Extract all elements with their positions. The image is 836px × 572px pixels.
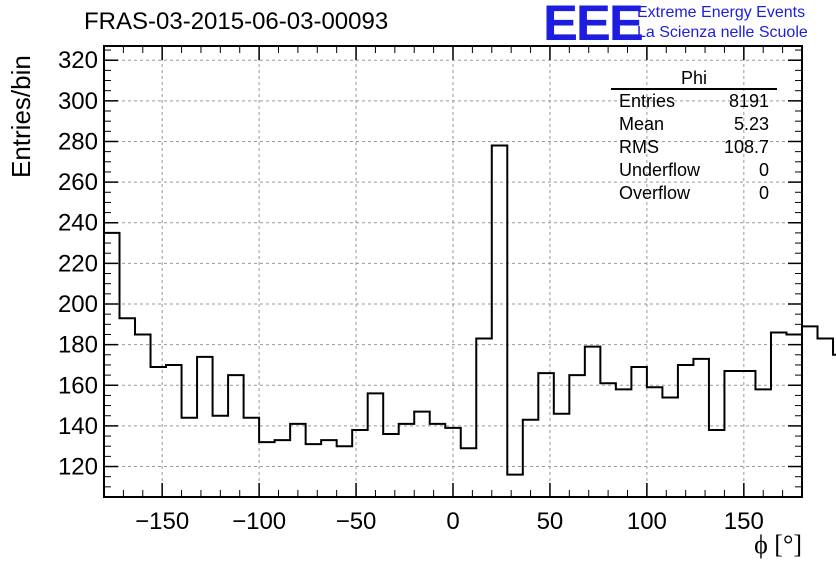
stats-label: Underflow (619, 160, 701, 180)
x-tick-label: 100 (627, 508, 667, 535)
y-tick-label: 240 (58, 210, 98, 237)
y-tick-label: 280 (58, 128, 98, 155)
histogram-line (104, 144, 836, 476)
y-tick-label: 120 (58, 454, 98, 481)
stats-row-entries: Entries 8191 (611, 90, 777, 113)
y-tick-label: 180 (58, 332, 98, 359)
stats-row-overflow: Overflow 0 (611, 182, 777, 205)
x-axis-label: ϕ [°] (754, 530, 802, 559)
plot-title: FRAS-03-2015-06-03-00093 (84, 8, 389, 35)
y-axis-label: Entries/bin (6, 55, 36, 178)
y-tick-label: 300 (58, 88, 98, 115)
x-tick-label: −150 (135, 508, 189, 535)
stats-value: 5.23 (733, 114, 769, 134)
stats-label: RMS (619, 137, 659, 157)
logo-caption-line1: Extreme Energy Events (637, 4, 806, 21)
stats-label: Mean (619, 114, 665, 134)
x-tick-label: −100 (232, 508, 286, 535)
stats-value: 0 (758, 183, 769, 203)
x-tick-label: 50 (537, 508, 564, 535)
y-tick-label: 160 (58, 372, 98, 399)
stats-value: 0 (758, 160, 769, 180)
logo-caption-line2: La Scienza nelle Scuole (637, 24, 808, 41)
x-tick-label: 150 (724, 508, 764, 535)
y-tick-label: 320 (58, 47, 98, 74)
stats-label: Entries (619, 91, 676, 111)
stats-box: Phi Entries 8191 Mean 5.23 RMS 108.7 Und… (611, 68, 777, 205)
stats-row-mean: Mean 5.23 (611, 113, 777, 136)
y-tick-label: 140 (58, 413, 98, 440)
y-tick-label: 220 (58, 250, 98, 277)
stats-title: Phi (611, 68, 777, 90)
axis-ticks (104, 46, 802, 497)
stats-value: 8191 (728, 91, 769, 111)
tick-labels: −150 −100 −50 0 50 100 150 120 140 160 180 200 220 24… (58, 47, 764, 535)
stats-value: 108.7 (723, 137, 769, 157)
stats-label: Overflow (619, 183, 691, 203)
stats-row-underflow: Underflow 0 (611, 159, 777, 182)
y-tick-label: 260 (58, 169, 98, 196)
grid-lines (104, 46, 802, 497)
eee-logo: EEE (543, 0, 644, 51)
x-tick-label: −50 (336, 508, 377, 535)
stats-row-rms: RMS 108.7 (611, 136, 777, 159)
y-tick-label: 200 (58, 291, 98, 318)
x-tick-label: 0 (446, 508, 459, 535)
